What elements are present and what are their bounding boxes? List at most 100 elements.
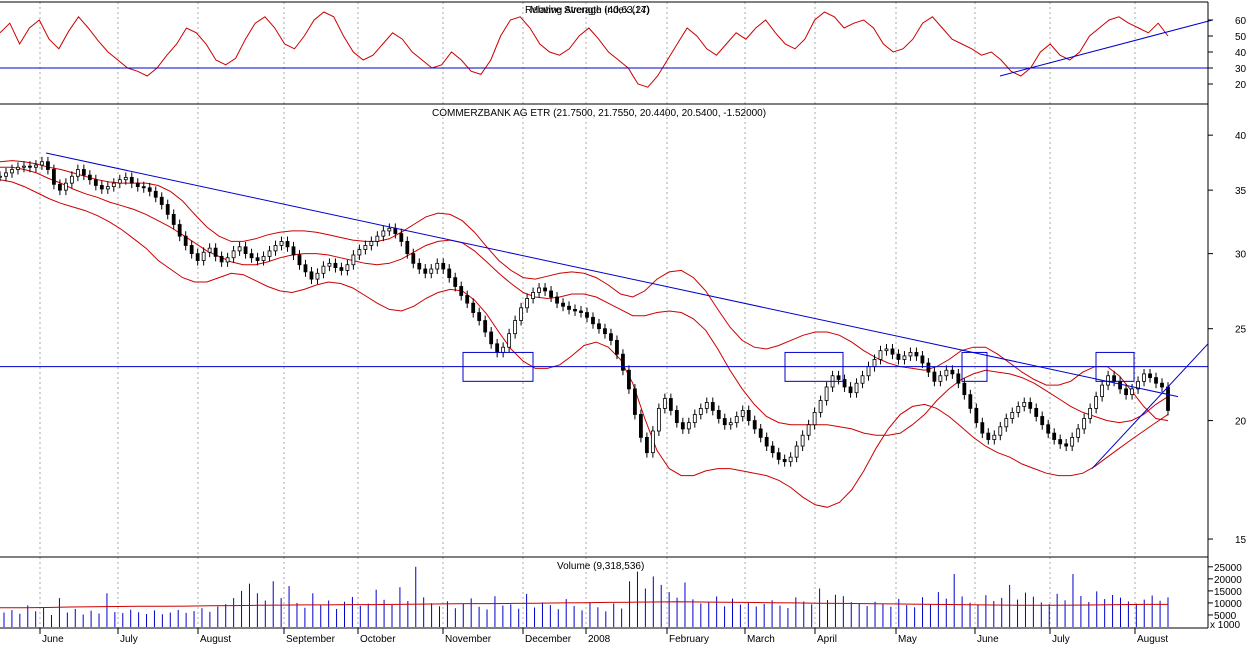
candle-body: [429, 268, 434, 274]
candle-body: [531, 292, 535, 299]
month-label: June: [42, 634, 64, 645]
price-overlays: [0, 152, 1209, 469]
month-label: March: [747, 634, 775, 645]
rsi-tick-label: 40: [1235, 48, 1247, 59]
bollinger-middle-line: [0, 166, 1169, 436]
candle-body: [195, 253, 200, 261]
candle-body: [896, 353, 901, 360]
candle-body: [171, 213, 176, 225]
candle-body: [34, 164, 38, 168]
candle-body: [992, 434, 997, 440]
candle-body: [1070, 436, 1075, 447]
candle-body: [249, 253, 254, 259]
price-tick-label: 15: [1235, 535, 1247, 546]
candle-body: [788, 456, 793, 463]
candle-body: [339, 267, 344, 271]
volume-bars: [3, 566, 1169, 627]
rsi-axis: 20 30 40 50 60: [1208, 16, 1247, 91]
candle-body: [1148, 373, 1152, 379]
candle-body: [189, 245, 194, 255]
candle-body: [357, 249, 362, 256]
candle-body: [926, 362, 931, 373]
month-label: February: [669, 634, 709, 645]
candle-body: [28, 165, 32, 168]
candle-body: [1106, 375, 1111, 386]
candle-body: [363, 245, 368, 250]
candle-body: [393, 227, 398, 234]
candle-body: [752, 420, 757, 430]
candle-body: [555, 296, 559, 304]
candle-body: [1058, 439, 1063, 445]
candle-body: [495, 343, 500, 353]
price-tick-label: 25: [1235, 325, 1247, 336]
candle-body: [728, 422, 733, 426]
candle-body: [477, 312, 482, 321]
highlight-box-3: [1095, 351, 1135, 382]
candle-body: [513, 320, 518, 335]
candle-body: [111, 182, 116, 188]
candle-body: [884, 348, 889, 352]
candle-body: [273, 245, 278, 252]
candle-body: [0, 175, 2, 178]
candle-body: [579, 310, 583, 313]
candle-body: [1160, 382, 1164, 388]
volume-unit-label: x 1000: [1210, 620, 1240, 631]
candle-body: [615, 339, 619, 355]
candle-body: [878, 350, 883, 360]
candle-body: [16, 166, 20, 170]
candle-body: [159, 196, 164, 205]
candle-body: [800, 434, 805, 447]
candle-body: [746, 410, 751, 421]
price-title: COMMERZBANK AG ETR (21.7500, 21.7550, 20…: [432, 108, 766, 119]
candle-body: [141, 186, 146, 189]
month-label: November: [445, 634, 492, 645]
candle-body: [998, 426, 1003, 436]
candle-body: [1046, 424, 1051, 434]
candle-body: [842, 379, 847, 388]
candle-body: [836, 375, 841, 380]
candle-body: [1016, 406, 1021, 413]
candle-body: [549, 290, 553, 298]
candle-body: [1124, 388, 1128, 396]
candle-body: [650, 430, 655, 454]
candle-body: [716, 410, 721, 419]
rsi-tick-label: 60: [1235, 16, 1247, 27]
candle-body: [297, 254, 302, 266]
candle-body: [722, 418, 727, 426]
candle-body: [776, 452, 781, 460]
rsi-pane: Relative Strength Index (14) Moving Aver…: [0, 1, 1247, 105]
month-label: July: [120, 634, 138, 645]
candle-body: [710, 402, 715, 411]
candle-body: [938, 375, 943, 382]
candle-body: [213, 247, 218, 257]
volume-pane: Volume (9,318,536) 500010000150002000025…: [0, 561, 1242, 631]
candle-body: [782, 459, 787, 463]
price-tick-label: 30: [1235, 250, 1247, 261]
candle-body: [932, 371, 937, 382]
candle-body: [944, 369, 949, 377]
candle-body: [183, 235, 188, 246]
candle-body: [734, 416, 739, 424]
candle-body: [519, 307, 524, 321]
candle-body: [644, 436, 649, 454]
candle-body: [1034, 408, 1039, 417]
candle-body: [501, 346, 506, 353]
candle-body: [10, 169, 14, 174]
candle-body: [1154, 377, 1158, 384]
candle-body: [483, 320, 488, 333]
candle-body: [387, 227, 392, 232]
candle-body: [375, 235, 380, 242]
candle-body: [872, 359, 877, 368]
vertical-grid: [39, 2, 1136, 628]
candle-body: [1082, 418, 1087, 430]
candle-body: [219, 255, 224, 263]
highlight-box-2: [961, 351, 988, 382]
candle-body: [591, 316, 595, 325]
candle-body: [1052, 432, 1057, 440]
bollinger-bands: [0, 160, 1169, 508]
candle-body: [860, 375, 865, 384]
candle-body: [201, 251, 206, 261]
candle-body: [621, 353, 625, 371]
candle-body: [561, 302, 565, 307]
price-tick-label: 35: [1235, 186, 1247, 197]
